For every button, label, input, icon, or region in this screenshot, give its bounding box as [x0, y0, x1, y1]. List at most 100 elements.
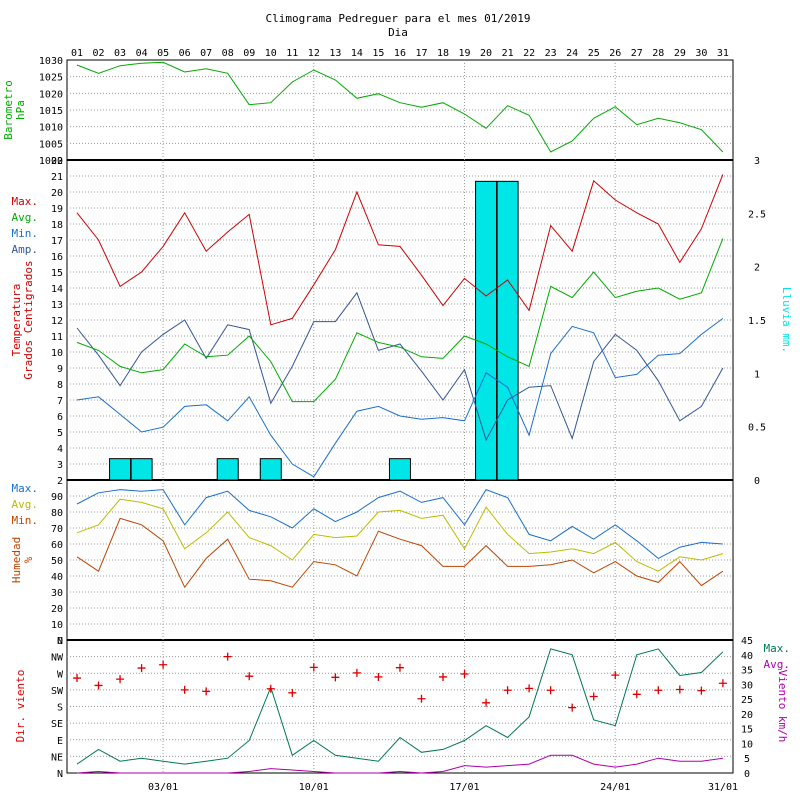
wind-dir-marker — [223, 652, 232, 661]
rain-bars — [109, 180, 519, 481]
day-label-30: 30 — [695, 48, 707, 59]
wind-dir-marker — [352, 668, 361, 677]
pressure-tick-1030: 1030 — [39, 56, 63, 67]
hum-tick-80: 80 — [51, 508, 63, 519]
wind-dir-marker — [180, 685, 189, 694]
date-label-24-01: 24/01 — [600, 782, 630, 793]
wind-dir-marker — [245, 672, 254, 681]
wind-dir-marker — [654, 686, 663, 695]
speed-tick-10: 10 — [741, 739, 753, 750]
day-label-31: 31 — [717, 48, 729, 59]
hum-line-avg — [76, 498, 724, 572]
hum-tick-30: 30 — [51, 588, 63, 599]
x-axis-label: Dia — [388, 26, 408, 39]
temp-tick-10: 10 — [51, 348, 63, 359]
pressure-axis-unit: hPa — [14, 100, 27, 120]
temp-legend-min: Min. — [12, 227, 39, 240]
temp-tick-9: 9 — [57, 364, 63, 375]
temp-axis-label: Temperatura — [10, 284, 23, 357]
wind-dir-marker — [331, 673, 340, 682]
hum-axis-label: Humedad — [10, 537, 23, 583]
day-label-18: 18 — [437, 48, 449, 59]
rain-tick-2: 2 — [754, 263, 760, 274]
rain-axis-label: Lluvia mm. — [780, 287, 793, 353]
dir-tick-e-6: E — [57, 736, 63, 747]
date-label-03-01: 03/01 — [148, 782, 178, 793]
temp-tick-21: 21 — [51, 172, 63, 183]
hum-tick-90: 90 — [51, 492, 63, 503]
temp-tick-17: 17 — [51, 236, 63, 247]
hum-axis-unit: % — [22, 556, 35, 563]
day-label-17: 17 — [415, 48, 427, 59]
speed-tick-30: 30 — [741, 680, 753, 691]
day-label-20: 20 — [480, 48, 492, 59]
speed-tick-45: 45 — [741, 636, 753, 647]
rain-tick-2.5: 2.5 — [748, 209, 766, 220]
bottom-date-labels: 03/01 10/01 17/01 24/01 31/01 — [148, 782, 738, 793]
pressure-tick-1005: 1005 — [39, 139, 63, 150]
day-label-21: 21 — [502, 48, 514, 59]
wind-dir-marker — [417, 694, 426, 703]
temp-line-avg — [76, 238, 724, 403]
day-label-09: 09 — [243, 48, 255, 59]
hum-tick-60: 60 — [51, 540, 63, 551]
dir-tick-w-2: W — [57, 669, 64, 680]
dir-tick-sw-3: SW — [51, 686, 64, 697]
speed-tick-0: 0 — [744, 769, 750, 780]
temp-tick-11: 11 — [51, 332, 63, 343]
temp-tick-3: 3 — [57, 460, 63, 471]
wind-dir-marker — [374, 672, 383, 681]
dir-tick-se-5: SE — [51, 719, 63, 730]
wind-line-avg — [76, 754, 723, 774]
wind-line-max — [76, 648, 724, 765]
pressure-tick-1015: 1015 — [39, 106, 63, 117]
pressure-line — [76, 61, 724, 153]
day-label-11: 11 — [286, 48, 298, 59]
hum-line-max — [76, 488, 723, 559]
temp-tick-6: 6 — [57, 412, 63, 423]
date-label-17-01: 17/01 — [449, 782, 479, 793]
hum-tick-40: 40 — [51, 572, 63, 583]
temp-tick-14: 14 — [51, 284, 63, 295]
temp-tick-18: 18 — [51, 220, 63, 231]
wind-dir-marker — [546, 686, 555, 695]
day-label-06: 06 — [179, 48, 191, 59]
temp-tick-20: 20 — [51, 188, 63, 199]
wind-dir-marker — [439, 672, 448, 681]
temp-legend-amp: Amp. — [12, 243, 39, 256]
rain-bar — [496, 180, 519, 481]
temp-tick-8: 8 — [57, 380, 63, 391]
day-label-13: 13 — [329, 48, 341, 59]
date-label-31-01: 31/01 — [708, 782, 738, 793]
day-label-29: 29 — [674, 48, 686, 59]
day-label-07: 07 — [200, 48, 212, 59]
rain-bar — [259, 458, 282, 481]
speed-tick-5: 5 — [744, 754, 750, 765]
temp-tick-22: 22 — [51, 156, 63, 167]
wind-dir-marker — [503, 686, 512, 695]
rain-tick-0: 0 — [754, 476, 760, 487]
temp-tick-12: 12 — [51, 316, 63, 327]
rain-bar — [388, 458, 411, 481]
day-label-01: 01 — [71, 48, 83, 59]
hum-tick-10: 10 — [51, 620, 63, 631]
pressure-tick-1020: 1020 — [39, 89, 63, 100]
wind-dir-marker — [159, 660, 168, 669]
dir-tick-ne-7: NE — [51, 752, 63, 763]
temp-tick-13: 13 — [51, 300, 63, 311]
speed-tick-25: 25 — [741, 695, 753, 706]
day-label-24: 24 — [566, 48, 578, 59]
wind-dir-marker — [288, 688, 297, 697]
temp-line-max — [76, 174, 724, 326]
wind-dir-marker — [266, 684, 275, 693]
hum-tick-0: 0 — [57, 636, 63, 647]
hum-legend-min: Min. — [12, 514, 39, 527]
rain-bar — [475, 180, 498, 481]
day-label-08: 08 — [222, 48, 234, 59]
dir-axis-label: Dir. viento — [14, 670, 27, 743]
dir-tick-nw-1: NW — [51, 653, 64, 664]
speed-tick-15: 15 — [741, 725, 753, 736]
speed-tick-35: 35 — [741, 666, 753, 677]
speed-axis-label: Viento km/h — [776, 670, 789, 743]
day-label-27: 27 — [631, 48, 643, 59]
